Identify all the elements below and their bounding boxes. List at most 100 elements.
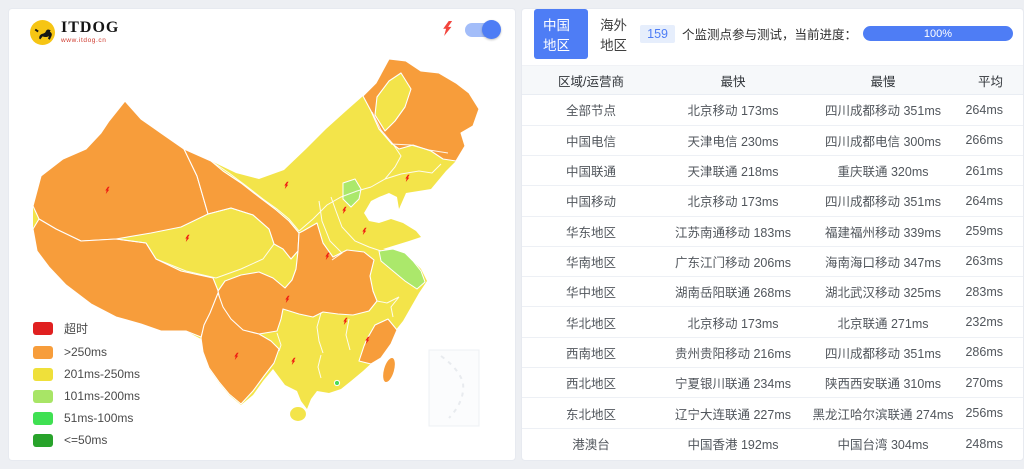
legend-item[interactable]: 超时 [33, 320, 140, 337]
table-row: 港澳台 中国香港 192ms 中国台湾 304ms 248ms [522, 429, 1023, 459]
cell-average: 256ms [965, 406, 1003, 421]
table-row: 华东地区 江苏南通移动 183ms 福建福州移动 339ms 259ms [522, 217, 1023, 247]
region-taiwan[interactable] [380, 356, 398, 384]
cell-average: 286ms [965, 345, 1003, 360]
node-count-badge: 159 [640, 24, 675, 43]
table-row: 华北地区 北京移动 173ms 北京联通 271ms 232ms [522, 307, 1023, 338]
map-panel: ITDOG www.itdog.cn [8, 8, 516, 461]
cell-fastest: 辽宁大连联通 227ms [675, 407, 791, 422]
legend-color-swatch [33, 389, 53, 403]
table-row: 全部节点 北京移动 173ms 四川成都移动 351ms 264ms [522, 95, 1023, 126]
cell-average: 264ms [965, 193, 1003, 208]
cell-region: 华南地区 [565, 255, 616, 270]
map-mode-toggle[interactable] [465, 20, 501, 39]
col-header-average: 平均 [977, 74, 1003, 89]
node-marker-icon [405, 174, 410, 182]
table-row: 西北地区 宁夏银川联通 234ms 陕西西安联通 310ms 270ms [522, 368, 1023, 399]
cell-average: 261ms [965, 163, 1003, 178]
legend-item[interactable]: 201ms-250ms [33, 367, 140, 381]
cell-fastest: 中国香港 192ms [687, 438, 779, 453]
progress-value: 100% [923, 27, 953, 40]
node-marker-icon [284, 181, 289, 189]
cell-slowest: 福建福州移动 339ms [825, 225, 941, 240]
logo-subtitle: www.itdog.cn [61, 37, 107, 45]
node-markers [105, 174, 410, 365]
region-jiangsu[interactable] [378, 248, 426, 290]
cell-region: 西南地区 [565, 346, 616, 361]
cell-fastest: 贵州贵阳移动 216ms [675, 346, 791, 361]
legend-item[interactable]: <=50ms [33, 433, 140, 447]
cell-average: 263ms [965, 254, 1003, 269]
region-central-block[interactable] [217, 222, 378, 335]
cell-slowest: 四川成都移动 351ms [825, 195, 941, 210]
cell-slowest: 四川成都电信 300ms [825, 134, 941, 149]
latency-table: 区域/运营商 最快 最慢 平均 全部节点 北京移动 173ms 四川成都移动 3… [522, 65, 1023, 459]
china-latency-map [32, 58, 480, 427]
cell-slowest: 陕西西安联通 310ms [825, 377, 941, 392]
cell-fastest: 北京移动 173ms [687, 104, 779, 119]
region-heilongjiang-west[interactable] [374, 72, 412, 132]
table-row: 东北地区 辽宁大连联通 227ms 黑龙江哈尔滨联通 274ms 256ms [522, 398, 1023, 429]
cell-region: 港澳台 [572, 438, 610, 453]
table-header-row: 区域/运营商 最快 最慢 平均 [522, 65, 1023, 96]
region-shenzhen-dot[interactable] [333, 379, 341, 387]
cell-average: 266ms [965, 133, 1003, 148]
legend-label: 101ms-200ms [64, 389, 141, 403]
col-header-fastest: 最快 [720, 74, 746, 89]
table-row: 中国移动 北京移动 173ms 四川成都移动 351ms 264ms [522, 186, 1023, 217]
legend-item[interactable]: 51ms-100ms [33, 411, 140, 425]
results-header: 中国地区 海外地区 159 个监测点参与测试，当前进度： 100% [522, 8, 1023, 59]
cell-average: 248ms [965, 436, 1003, 451]
col-header-slowest: 最慢 [870, 74, 896, 89]
cell-region: 华北地区 [565, 316, 616, 331]
node-marker-icon [365, 336, 370, 344]
cell-average: 259ms [965, 224, 1003, 239]
node-marker-icon [342, 206, 347, 214]
legend-item[interactable]: >250ms [33, 345, 140, 359]
tab-china-region[interactable]: 中国地区 [534, 8, 589, 59]
region-hainan[interactable] [288, 405, 308, 423]
toggle-knob[interactable] [482, 20, 501, 39]
cell-fastest: 广东江门移动 206ms [675, 255, 791, 270]
legend-label: <=50ms [64, 433, 108, 447]
legend-color-swatch [33, 345, 53, 359]
progress-bar: 100% [863, 26, 1013, 41]
cell-region: 华东地区 [565, 225, 616, 240]
cell-region: 东北地区 [565, 407, 616, 422]
table-row: 华南地区 广东江门移动 206ms 海南海口移动 347ms 263ms [522, 247, 1023, 278]
node-marker-icon [291, 357, 296, 365]
legend-item[interactable]: 101ms-200ms [33, 389, 140, 403]
cell-slowest: 黑龙江哈尔滨联通 274ms [812, 407, 954, 422]
cell-region: 中国电信 [565, 134, 616, 149]
cell-slowest: 海南海口移动 347ms [825, 255, 941, 270]
tab-overseas-region[interactable]: 海外地区 [600, 17, 628, 53]
legend-label: 51ms-100ms [64, 411, 134, 425]
region-xinjiang[interactable] [32, 100, 209, 242]
cell-average: 270ms [965, 375, 1003, 390]
itdog-logo[interactable]: ITDOG www.itdog.cn [29, 19, 119, 46]
map-controls [442, 20, 501, 39]
cell-fastest: 北京移动 173ms [687, 316, 779, 331]
cell-slowest: 四川成都移动 351ms [825, 346, 941, 361]
logo-title: ITDOG [61, 19, 120, 37]
node-marker-icon [343, 317, 348, 325]
cell-region: 中国联通 [565, 165, 616, 180]
cell-average: 283ms [965, 284, 1003, 299]
cell-fastest: 宁夏银川联通 234ms [675, 377, 791, 392]
col-header-region: 区域/运营商 [558, 74, 624, 89]
legend-color-swatch [33, 367, 53, 381]
cell-slowest: 重庆联通 320ms [837, 165, 929, 180]
cell-slowest: 四川成都移动 351ms [825, 104, 941, 119]
itdog-logo-icon [30, 20, 55, 45]
legend-label: 超时 [64, 322, 89, 336]
cell-fastest: 天津联通 218ms [687, 165, 779, 180]
region-fujian[interactable] [358, 318, 398, 365]
progress-label: 个监测点参与测试，当前进度： [681, 28, 857, 42]
cell-fastest: 湖南岳阳联通 268ms [675, 286, 791, 301]
latency-legend: 超时 >250ms 201ms-250ms 101ms-200ms 51ms-1… [33, 320, 140, 447]
cell-slowest: 湖北武汉移动 325ms [825, 286, 941, 301]
province-borders [115, 111, 449, 379]
region-yunnan[interactable] [200, 292, 280, 405]
lightning-bolt-icon[interactable] [442, 21, 455, 38]
cell-region: 全部节点 [565, 104, 616, 119]
